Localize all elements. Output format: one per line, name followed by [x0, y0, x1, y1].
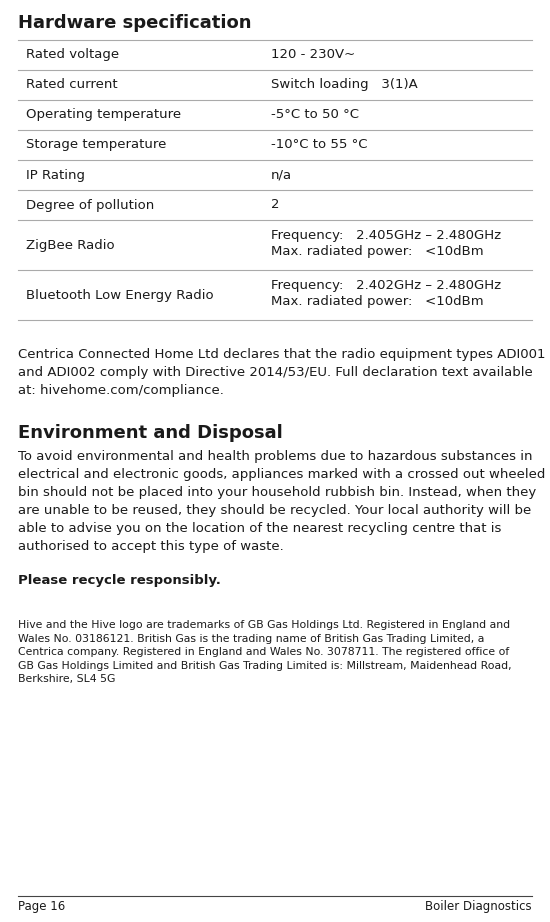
Text: 2: 2 — [271, 198, 279, 211]
Text: Storage temperature: Storage temperature — [26, 138, 166, 151]
Text: Centrica Connected Home Ltd declares that the radio equipment types ADI001
and A: Centrica Connected Home Ltd declares tha… — [18, 348, 546, 397]
Text: ZigBee Radio: ZigBee Radio — [26, 239, 114, 252]
Text: Operating temperature: Operating temperature — [26, 109, 181, 122]
Text: Environment and Disposal: Environment and Disposal — [18, 424, 283, 442]
Text: IP Rating: IP Rating — [26, 169, 85, 182]
Text: -10°C to 55 °C: -10°C to 55 °C — [271, 138, 367, 151]
Text: n/a: n/a — [271, 169, 292, 182]
Text: 120 - 230V~: 120 - 230V~ — [271, 49, 355, 62]
Text: Degree of pollution: Degree of pollution — [26, 198, 154, 211]
Text: To avoid environmental and health problems due to hazardous substances in
electr: To avoid environmental and health proble… — [18, 450, 546, 553]
Text: Switch loading   3(1)A: Switch loading 3(1)A — [271, 78, 418, 91]
Text: Frequency:   2.402GHz – 2.480GHz: Frequency: 2.402GHz – 2.480GHz — [271, 279, 501, 292]
Text: Please recycle responsibly.: Please recycle responsibly. — [18, 574, 221, 587]
Text: Boiler Diagnostics: Boiler Diagnostics — [425, 900, 532, 913]
Text: Page 16: Page 16 — [18, 900, 65, 913]
Text: Bluetooth Low Energy Radio: Bluetooth Low Energy Radio — [26, 289, 213, 301]
Text: Rated current: Rated current — [26, 78, 118, 91]
Text: Hardware specification: Hardware specification — [18, 14, 251, 32]
Text: Frequency:   2.405GHz – 2.480GHz: Frequency: 2.405GHz – 2.480GHz — [271, 230, 501, 242]
Text: Max. radiated power:   <10dBm: Max. radiated power: <10dBm — [271, 245, 483, 258]
Text: Rated voltage: Rated voltage — [26, 49, 119, 62]
Text: Hive and the Hive logo are trademarks of GB Gas Holdings Ltd. Registered in Engl: Hive and the Hive logo are trademarks of… — [18, 620, 512, 684]
Text: Max. radiated power:   <10dBm: Max. radiated power: <10dBm — [271, 295, 483, 309]
Text: -5°C to 50 °C: -5°C to 50 °C — [271, 109, 359, 122]
